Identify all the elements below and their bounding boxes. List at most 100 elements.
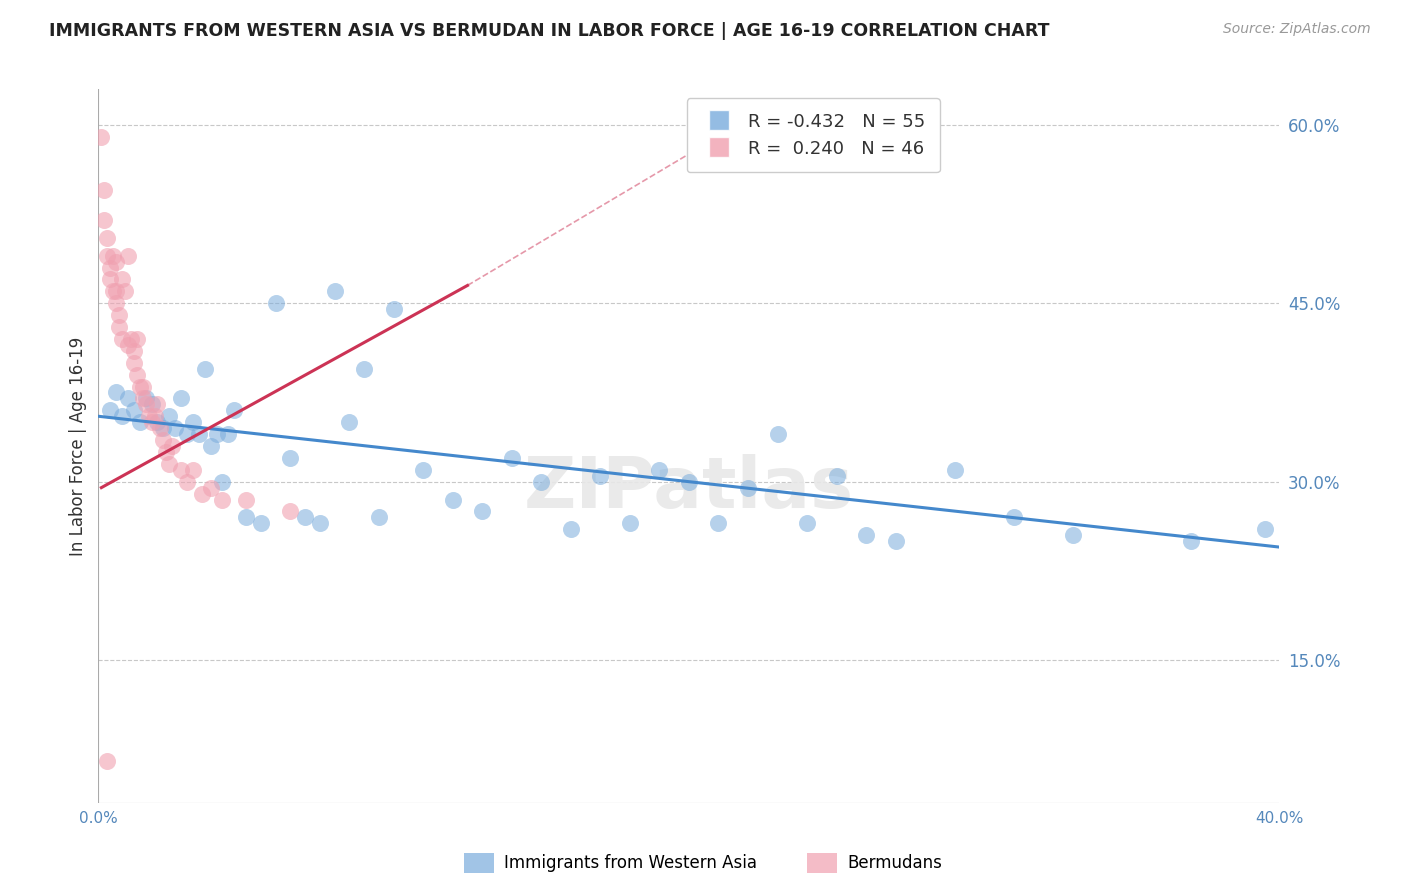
- Point: [412, 463, 434, 477]
- Point: [309, 516, 332, 531]
- Point: [1254, 522, 1277, 536]
- Point: [90, 129, 112, 144]
- Point: [280, 450, 302, 465]
- Point: [181, 415, 204, 429]
- Point: [162, 439, 183, 453]
- Point: [141, 415, 163, 429]
- Point: [217, 427, 239, 442]
- Point: [105, 296, 128, 310]
- Point: [170, 463, 193, 477]
- Point: [105, 385, 128, 400]
- Point: [93, 213, 115, 227]
- Point: [235, 492, 257, 507]
- Text: ZIPatlas: ZIPatlas: [524, 454, 853, 524]
- Point: [471, 504, 494, 518]
- Point: [176, 475, 198, 489]
- Point: [117, 249, 139, 263]
- Point: [149, 421, 172, 435]
- Point: [111, 409, 134, 424]
- Point: [264, 296, 287, 310]
- Point: [530, 475, 553, 489]
- Point: [648, 463, 671, 477]
- Point: [589, 468, 612, 483]
- Point: [200, 481, 222, 495]
- Point: [146, 397, 169, 411]
- Point: [294, 510, 316, 524]
- Point: [235, 510, 257, 524]
- Point: [125, 368, 148, 382]
- Point: [678, 475, 700, 489]
- Point: [165, 421, 187, 435]
- Point: [122, 343, 145, 358]
- Point: [122, 403, 145, 417]
- Point: [737, 481, 759, 495]
- Point: [93, 183, 115, 197]
- Point: [96, 231, 118, 245]
- Point: [323, 285, 346, 299]
- Point: [103, 285, 125, 299]
- Point: [117, 338, 139, 352]
- Point: [96, 249, 118, 263]
- Point: [1002, 510, 1025, 524]
- Point: [114, 285, 136, 299]
- Point: [103, 249, 125, 263]
- Point: [120, 332, 142, 346]
- Point: [98, 403, 121, 417]
- Point: [194, 361, 217, 376]
- Point: [135, 397, 157, 411]
- Point: [339, 415, 361, 429]
- Point: [382, 302, 405, 317]
- Point: [141, 397, 163, 411]
- Point: [117, 392, 139, 406]
- Text: Source: ZipAtlas.com: Source: ZipAtlas.com: [1223, 22, 1371, 37]
- Point: [170, 392, 193, 406]
- Point: [152, 421, 174, 435]
- Point: [111, 272, 134, 286]
- Point: [155, 445, 177, 459]
- Point: [200, 439, 222, 453]
- Point: [132, 392, 155, 406]
- Point: [707, 516, 730, 531]
- Point: [224, 403, 246, 417]
- Legend: Immigrants from Western Asia, Bermudans: Immigrants from Western Asia, Bermudans: [457, 847, 949, 880]
- Point: [943, 463, 966, 477]
- Point: [187, 427, 209, 442]
- Y-axis label: In Labor Force | Age 16-19: In Labor Force | Age 16-19: [69, 336, 87, 556]
- Point: [146, 415, 169, 429]
- Point: [135, 392, 157, 406]
- Point: [98, 260, 121, 275]
- Point: [176, 427, 198, 442]
- Point: [560, 522, 582, 536]
- Point: [152, 433, 174, 447]
- Point: [157, 409, 180, 424]
- Point: [108, 308, 131, 322]
- Text: IMMIGRANTS FROM WESTERN ASIA VS BERMUDAN IN LABOR FORCE | AGE 16-19 CORRELATION : IMMIGRANTS FROM WESTERN ASIA VS BERMUDAN…: [49, 22, 1050, 40]
- Point: [205, 427, 228, 442]
- Point: [105, 285, 128, 299]
- Point: [855, 528, 877, 542]
- Point: [825, 468, 848, 483]
- Point: [796, 516, 818, 531]
- Point: [128, 415, 150, 429]
- Point: [128, 379, 150, 393]
- Point: [250, 516, 273, 531]
- Point: [125, 332, 148, 346]
- Point: [98, 272, 121, 286]
- Point: [1180, 534, 1202, 549]
- Point: [132, 379, 155, 393]
- Point: [122, 356, 145, 370]
- Point: [105, 254, 128, 268]
- Point: [211, 492, 233, 507]
- Point: [143, 409, 166, 424]
- Point: [157, 457, 180, 471]
- Point: [353, 361, 375, 376]
- Point: [96, 754, 118, 768]
- Legend: R = -0.432   N = 55, R =  0.240   N = 46: R = -0.432 N = 55, R = 0.240 N = 46: [686, 98, 939, 172]
- Point: [211, 475, 233, 489]
- Point: [108, 320, 131, 334]
- Point: [191, 486, 214, 500]
- Point: [619, 516, 641, 531]
- Point: [181, 463, 204, 477]
- Point: [138, 409, 160, 424]
- Point: [280, 504, 302, 518]
